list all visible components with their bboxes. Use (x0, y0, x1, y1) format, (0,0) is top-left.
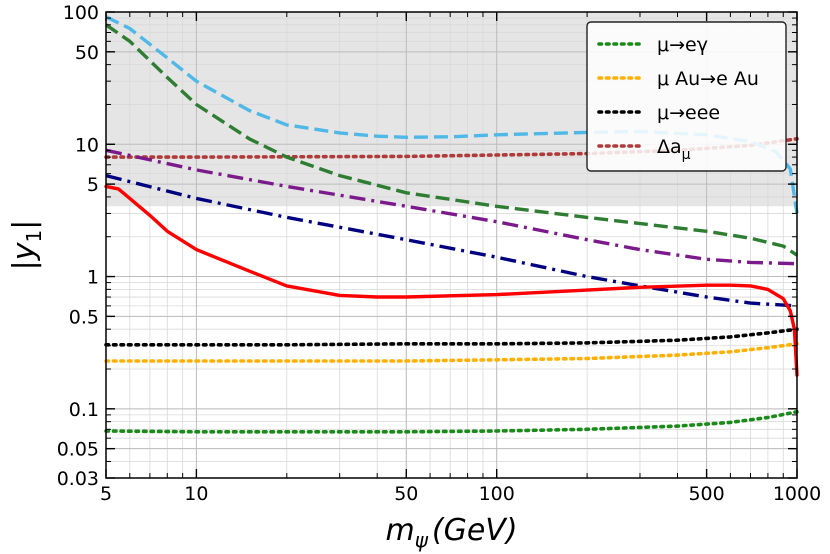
y-tick-label: 10 (75, 134, 99, 156)
plot-frame (105, 11, 798, 479)
y-tick-label: 50 (75, 42, 99, 64)
x-tick-label: 500 (688, 483, 724, 505)
legend-entry-text: Δa (657, 136, 682, 158)
y-tick-label: 5 (87, 174, 99, 196)
y-axis-label-sub: 1 (22, 230, 46, 243)
legend-entry-label: Δaμ (657, 136, 691, 163)
y-axis-label-close: | (7, 220, 42, 230)
legend-entry-text: μ Au→e Au (657, 68, 759, 90)
axes-layer: 5 10 50 100 500 1000 0.03 0.05 0.1 0.5 1 5 10 50 100 mψ… (7, 2, 821, 552)
series-line-mu-eee-bound (104, 327, 799, 347)
x-tick-label: 100 (479, 483, 515, 505)
x-tick-label: 5 (100, 483, 112, 505)
y-tick-label: 0.5 (69, 306, 99, 328)
legend-entry-text: μ→eγ (657, 34, 708, 56)
x-tick-label: 50 (394, 483, 418, 505)
series-line-mu-au-conversion-bound (104, 342, 799, 363)
series-line-purple-dash-dot (105, 148, 798, 266)
x-tick-label: 10 (184, 483, 208, 505)
x-axis-label: mψ (GeV) (385, 513, 517, 552)
y-tick-label: 0.05 (57, 439, 99, 461)
y-tick-label: 0.03 (57, 468, 99, 490)
legend-entry-label: μ→eγ (657, 34, 708, 56)
x-axis-label-unit: (GeV) (432, 513, 518, 548)
legend: μ→eγ μ Au→e Au μ→eee Δaμ (586, 21, 787, 172)
y-tick-label: 100 (63, 2, 99, 24)
legend-entry-label: μ Au→e Au (657, 68, 759, 90)
series-line-red-solid (104, 184, 799, 377)
y-axis-label-main: |y (7, 241, 42, 270)
x-axis-label-sub: ψ (415, 528, 429, 552)
legend-entry-text: μ→eee (657, 102, 720, 124)
y-tick-label: 1 (87, 267, 99, 289)
legend-box (586, 21, 787, 172)
x-tick-label: 1000 (773, 483, 821, 505)
y-axis-label: |y1| (7, 220, 46, 271)
series-line-mu-e-gamma-bound (104, 410, 799, 434)
legend-entry-label: μ→eee (657, 102, 720, 124)
series-line-navy-dash-dot (105, 173, 798, 308)
y-tick-label: 0.1 (69, 399, 99, 421)
legend-entry-sub: μ (682, 147, 691, 163)
x-axis-label-main: m (385, 513, 414, 548)
series-line-green-dashed (105, 23, 798, 257)
